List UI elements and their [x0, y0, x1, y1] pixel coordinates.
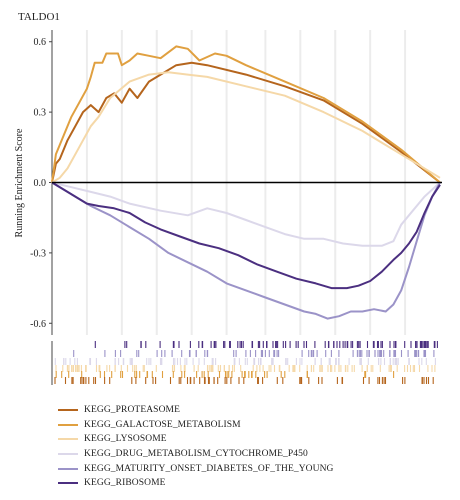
- gene-hit-rug: [51, 341, 438, 385]
- y-tick-label: -0.6: [30, 319, 46, 330]
- y-tick-label: -0.3: [30, 248, 46, 259]
- legend-label: KEGG_PROTEASOME: [84, 405, 180, 416]
- legend-item: KEGG_PROTEASOME: [58, 403, 334, 418]
- chart-title: TALDO1: [18, 11, 60, 23]
- plot-area: 0.6 0.3 0.0 -0.3 -0.6: [30, 30, 442, 335]
- legend-label: KEGG_GALACTOSE_METABOLISM: [84, 419, 241, 430]
- legend-swatch: [58, 453, 78, 456]
- legend-swatch: [58, 467, 78, 470]
- legend-swatch: [58, 409, 78, 412]
- legend-label: KEGG_LYSOSOME: [84, 434, 167, 445]
- series-line: [51, 181, 441, 320]
- legend-swatch: [58, 438, 78, 441]
- legend: KEGG_PROTEASOME KEGG_GALACTOSE_METABOLISM…: [58, 403, 334, 491]
- series-line: [51, 61, 441, 184]
- series-line: [51, 181, 441, 290]
- legend-item: KEGG_GALACTOSE_METABOLISM: [58, 418, 334, 433]
- series-line: [51, 71, 441, 184]
- legend-label: KEGG_MATURITY_ONSET_DIABETES_OF_THE_YOUN…: [84, 463, 334, 474]
- y-tick-label: 0.3: [34, 108, 47, 119]
- legend-item: KEGG_MATURITY_ONSET_DIABETES_OF_THE_YOUN…: [58, 461, 334, 476]
- legend-label: KEGG_RIBOSOME: [84, 478, 166, 489]
- legend-swatch: [58, 482, 78, 485]
- legend-item: KEGG_RIBOSOME: [58, 476, 334, 491]
- series-line: [51, 45, 441, 184]
- legend-item: KEGG_LYSOSOME: [58, 432, 334, 447]
- legend-swatch: [58, 423, 78, 426]
- y-tick-label: 0.0: [34, 178, 47, 189]
- legend-label: KEGG_DRUG_METABOLISM_CYTOCHROME_P450: [84, 449, 308, 460]
- y-tick-label: 0.6: [34, 37, 47, 48]
- series-line: [51, 181, 441, 247]
- y-axis-label: Running Enrichment Score: [14, 128, 25, 237]
- legend-item: KEGG_DRUG_METABOLISM_CYTOCHROME_P450: [58, 447, 334, 462]
